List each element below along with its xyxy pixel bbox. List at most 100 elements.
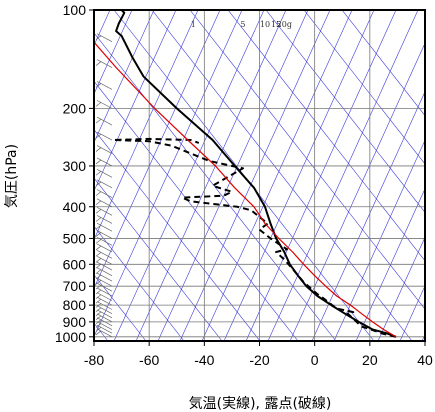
y-tick-label: 300 xyxy=(63,158,87,174)
wind-barb-flag xyxy=(95,102,102,107)
skewed-line xyxy=(151,10,413,341)
wind-barb xyxy=(96,301,113,310)
wind-barb-flag xyxy=(95,200,102,206)
wind-barb xyxy=(96,255,113,265)
skewed-line xyxy=(94,10,177,192)
wind-barb-flag xyxy=(95,330,102,336)
wind-barb xyxy=(96,230,113,239)
wind-barb-flag xyxy=(95,61,102,66)
wind-barb xyxy=(96,317,113,327)
y-tick-label: 600 xyxy=(63,256,87,272)
wind-barb xyxy=(96,282,113,292)
wind-barb xyxy=(96,309,113,319)
wind-barb-flag xyxy=(95,245,102,251)
wind-barb-flag xyxy=(95,315,102,321)
y-tick-label: 800 xyxy=(63,297,87,313)
skewed-line xyxy=(135,10,287,341)
y-tick-label: 700 xyxy=(63,278,87,294)
mixing-ratio-label: 20g xyxy=(277,20,292,29)
wind-barb-flag xyxy=(95,294,102,299)
wind-barb xyxy=(96,249,113,259)
dewpoint-line xyxy=(112,137,397,338)
y-tick-label: 100 xyxy=(63,2,87,18)
y-tick-label: 200 xyxy=(63,100,87,116)
wind-barb-flag xyxy=(95,251,102,257)
mixing-ratio-label: 5 xyxy=(240,20,245,29)
wind-barb-flag xyxy=(95,159,102,165)
wind-barb-flag xyxy=(95,326,102,332)
skewed-line xyxy=(94,225,185,341)
skewed-line xyxy=(341,10,425,117)
wind-barb-flag xyxy=(95,323,102,328)
x-tick-label: 0 xyxy=(311,352,319,368)
wind-barb-flag xyxy=(95,303,102,308)
wind-barb xyxy=(96,277,113,287)
skewed-line xyxy=(94,32,337,341)
x-tick-label: 20 xyxy=(362,352,378,368)
mixing-ratio-label: 1 xyxy=(191,20,196,29)
wind-barb-flag xyxy=(95,258,102,263)
x-tick-label: -20 xyxy=(249,352,269,368)
wind-barb-flag xyxy=(95,311,102,317)
wind-barb xyxy=(96,237,113,246)
wind-barb-flag xyxy=(95,263,102,269)
parcel-line xyxy=(94,41,397,338)
wind-barb xyxy=(96,59,113,68)
wind-barb-flag xyxy=(95,209,102,214)
wind-barb xyxy=(96,157,113,167)
wind-barb xyxy=(96,81,113,90)
wind-barb xyxy=(96,267,113,276)
wind-barb-flag xyxy=(95,269,102,274)
wind-barb xyxy=(96,179,113,189)
wind-barb-flag xyxy=(95,147,102,152)
x-axis-label: 気温(実線), 露点(破線) xyxy=(189,396,332,412)
wind-barb xyxy=(96,305,113,315)
skewed-line xyxy=(94,129,261,341)
skewed-line xyxy=(113,10,265,341)
skewed-line xyxy=(227,10,425,262)
skewed-line xyxy=(421,333,425,341)
wind-barb-flag xyxy=(95,232,102,237)
wind-barb xyxy=(96,328,113,338)
y-axis-label: 気圧(hPa) xyxy=(4,144,20,208)
wind-barb-flag xyxy=(95,35,102,40)
wind-barb xyxy=(96,292,113,301)
wind-barb-flag xyxy=(95,191,102,196)
wind-barb xyxy=(96,168,113,178)
wind-barb-flag xyxy=(95,307,102,313)
skewed-line xyxy=(245,10,397,341)
skewed-line xyxy=(265,10,425,213)
wind-barb xyxy=(96,261,113,271)
wind-barb-flag xyxy=(95,133,102,139)
wind-barb-flag xyxy=(95,217,102,222)
skewed-line xyxy=(179,10,331,341)
x-tick-label: -40 xyxy=(194,352,214,368)
wind-barb-flag xyxy=(95,171,102,176)
wind-barb xyxy=(96,243,113,253)
wind-barb xyxy=(96,145,113,154)
wind-barb xyxy=(96,207,113,216)
x-tick-label: 40 xyxy=(417,352,433,368)
y-tick-label: 1000 xyxy=(55,329,86,345)
wind-barb-flag xyxy=(95,284,102,290)
skewed-line xyxy=(157,10,309,341)
wind-barb-flag xyxy=(95,224,102,230)
skewed-line xyxy=(94,10,243,338)
profile-lines xyxy=(94,10,397,338)
wind-barb-flag xyxy=(95,181,102,187)
wind-barb xyxy=(96,198,113,208)
wind-barb xyxy=(96,100,113,109)
skewed-line xyxy=(223,10,375,341)
wind-barb xyxy=(96,215,113,224)
y-tick-label: 500 xyxy=(63,230,87,246)
x-axis-ticks: -80 -60 -40 -20 0 20 40 xyxy=(84,341,433,368)
mixing-ratio-label: 15 xyxy=(271,20,281,29)
temperature-line xyxy=(115,10,397,338)
y-tick-label: 400 xyxy=(63,199,87,215)
wind-barb-flag xyxy=(95,289,102,295)
wind-barb-flag xyxy=(95,298,102,304)
wind-barb xyxy=(96,116,113,126)
